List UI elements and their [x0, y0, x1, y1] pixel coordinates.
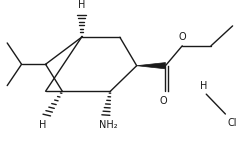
Text: NH₂: NH₂	[99, 120, 117, 130]
Polygon shape	[137, 63, 165, 69]
Text: H: H	[78, 0, 85, 10]
Text: H: H	[200, 81, 208, 91]
Text: Cl: Cl	[228, 118, 237, 128]
Text: O: O	[178, 32, 186, 42]
Text: H: H	[39, 120, 47, 130]
Text: O: O	[159, 96, 167, 106]
